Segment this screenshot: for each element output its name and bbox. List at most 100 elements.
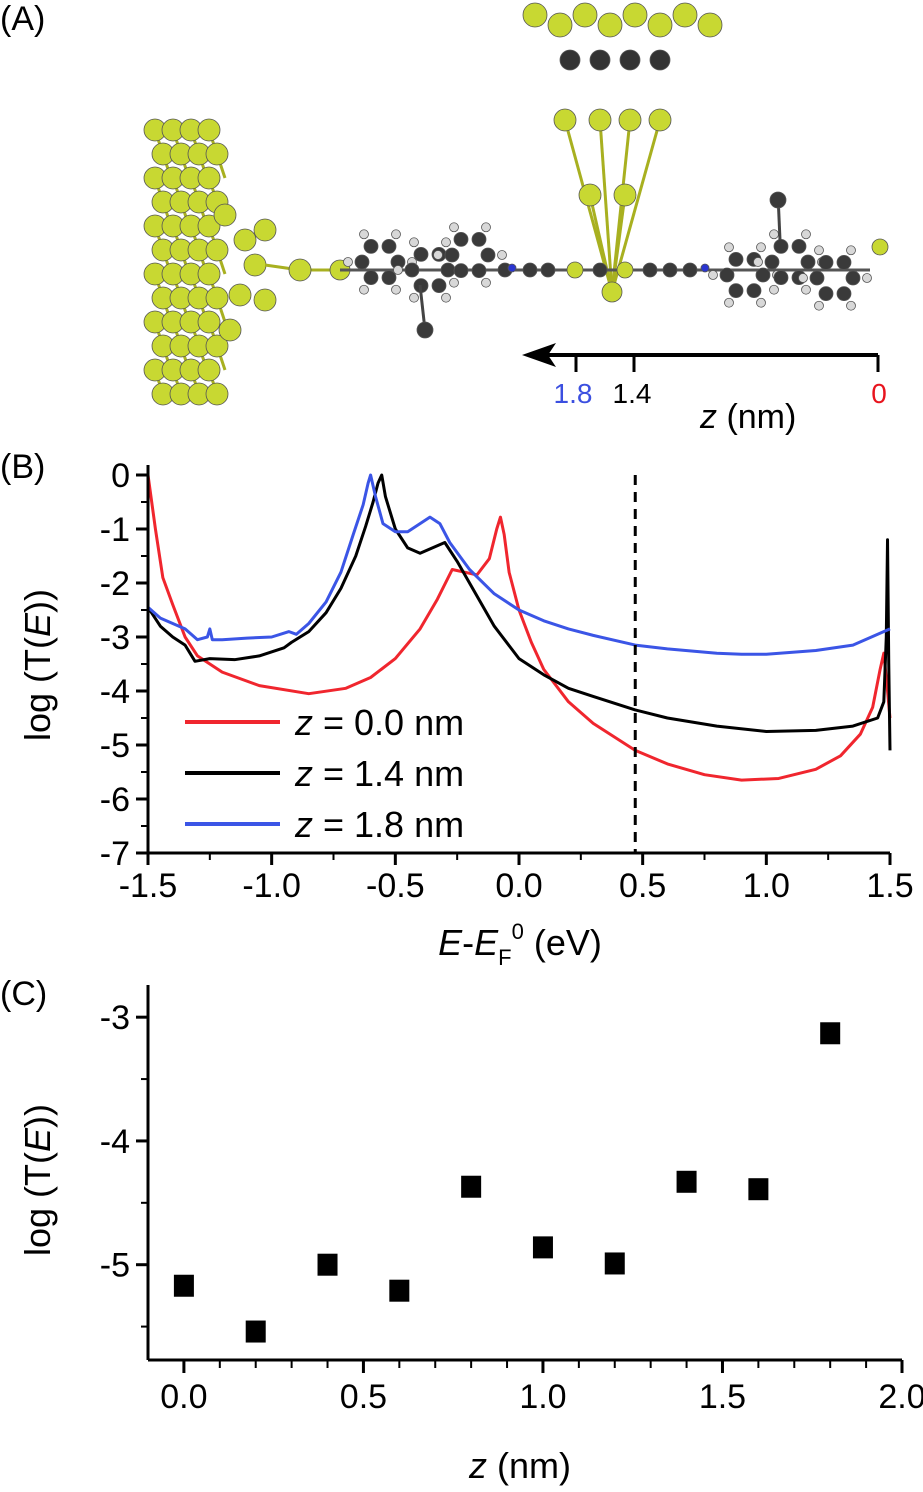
carbon-atom (728, 283, 744, 298)
carbon-atom (416, 321, 434, 339)
legend-var: z (294, 702, 313, 743)
panel-c-label: (C) (0, 975, 47, 1013)
bond (588, 194, 614, 293)
y-axis-title: log (T(E)) (17, 589, 58, 741)
gold-atom (288, 258, 312, 282)
gold-atom (553, 108, 577, 132)
x-tick-label: 1.0 (519, 1378, 566, 1416)
carbon-atom (682, 262, 698, 278)
x-tick-label: 0.0 (160, 1378, 207, 1416)
y-tick-label: -5 (100, 1247, 130, 1285)
carbon-atom (818, 286, 834, 301)
legend-entry-2: z = 1.8 nm (294, 804, 464, 845)
sulfur-atom (871, 238, 889, 256)
hydrogen-atom (393, 265, 403, 275)
gold-atom (213, 203, 237, 227)
gold-atom (601, 281, 623, 303)
legend-entry-0: z = 0.0 nm (294, 702, 464, 743)
data-point-8 (748, 1178, 769, 1201)
gold-atom (233, 228, 257, 252)
hydrogen-atom (433, 250, 443, 260)
y-tick-label: -5 (100, 727, 130, 765)
sulfur-atom (616, 261, 634, 279)
gold-atom (205, 142, 229, 166)
hydrogen-atom (756, 297, 766, 308)
y-tick-label: -6 (100, 781, 130, 819)
carbon-atom (354, 254, 370, 270)
carbon-atom (764, 254, 780, 270)
carbon-atom (363, 239, 379, 254)
y-tick-label: -7 (100, 835, 130, 873)
legend: z = 0.0 nmz = 1.4 nmz = 1.8 nm (185, 702, 464, 845)
hydrogen-atom (801, 229, 811, 240)
carbon-atom (800, 254, 816, 270)
carbon-atom (592, 262, 608, 278)
carbon-atom (471, 263, 487, 278)
carbon-atom (728, 252, 744, 267)
carbon-atom (431, 278, 447, 293)
carbon-atom (769, 191, 787, 209)
x-tick-label: -0.5 (366, 867, 425, 905)
carbon-atom (480, 247, 496, 263)
gold-atom (228, 283, 252, 307)
gold-atom (197, 214, 221, 238)
gold-atom-shadowed (649, 49, 671, 71)
hydrogen-atom (724, 297, 734, 308)
data-point-0 (173, 1274, 194, 1297)
carbon-atom (845, 270, 861, 286)
carbon-atom (836, 286, 852, 301)
hydrogen-atom (481, 277, 491, 288)
gold-atom (218, 318, 242, 342)
gold-atom (622, 2, 648, 28)
carbon-atom (791, 239, 807, 254)
carbon-atom (413, 247, 429, 262)
gold-atom (205, 334, 229, 358)
z-axis-arrowhead-icon (522, 343, 556, 367)
hydrogen-atom (449, 277, 459, 288)
hydrogen-atom (409, 292, 419, 303)
legend-text: = 1.8 nm (313, 804, 464, 845)
hydrogen-atom (359, 284, 369, 295)
carbon-atom (836, 255, 852, 270)
carbon-atom (642, 262, 658, 278)
data-point-2 (317, 1253, 338, 1276)
bond (610, 194, 627, 293)
hydrogen-atom (862, 273, 872, 283)
y-tick-label: -4 (100, 1123, 130, 1161)
y-tick-label: -1 (100, 511, 130, 549)
z-axis-title: z (nm) (699, 398, 796, 436)
hydrogen-atom (814, 245, 824, 256)
series-line-1 (146, 473, 892, 751)
z-tick-label-0: 0 (871, 378, 887, 409)
carbon-atom (809, 270, 825, 286)
x-tick-label: 0.0 (495, 867, 542, 905)
carbon-atom (662, 262, 678, 278)
legend-text: = 0.0 nm (313, 702, 464, 743)
gold-atom (205, 238, 229, 262)
hydrogen-atom (409, 237, 419, 248)
gold-atom (618, 108, 642, 132)
x-axis-title-c: z (nm) (468, 1445, 571, 1486)
hydrogen-atom (846, 300, 856, 311)
carbon-atom (755, 267, 771, 283)
hydrogen-atom (798, 273, 808, 283)
hydrogen-atom (343, 257, 353, 267)
gold-atom (197, 166, 221, 190)
gold-atom (647, 12, 673, 38)
data-point-6 (604, 1252, 625, 1275)
hydrogen-atom (801, 284, 811, 295)
legend-var: z (294, 804, 313, 845)
data-point-4 (461, 1175, 482, 1198)
gold-atom (197, 310, 221, 334)
y-tick-label: -2 (100, 565, 130, 603)
x-tick-label: -1.5 (119, 867, 178, 905)
hydrogen-atom (756, 242, 766, 253)
gold-atom (253, 218, 277, 242)
gold-atom (613, 183, 637, 207)
y-tick-label: -4 (100, 673, 130, 711)
gold-atom (253, 288, 277, 312)
hydrogen-atom (391, 229, 401, 240)
hydrogen-atom (391, 284, 401, 295)
hydrogen-atom (724, 242, 734, 253)
